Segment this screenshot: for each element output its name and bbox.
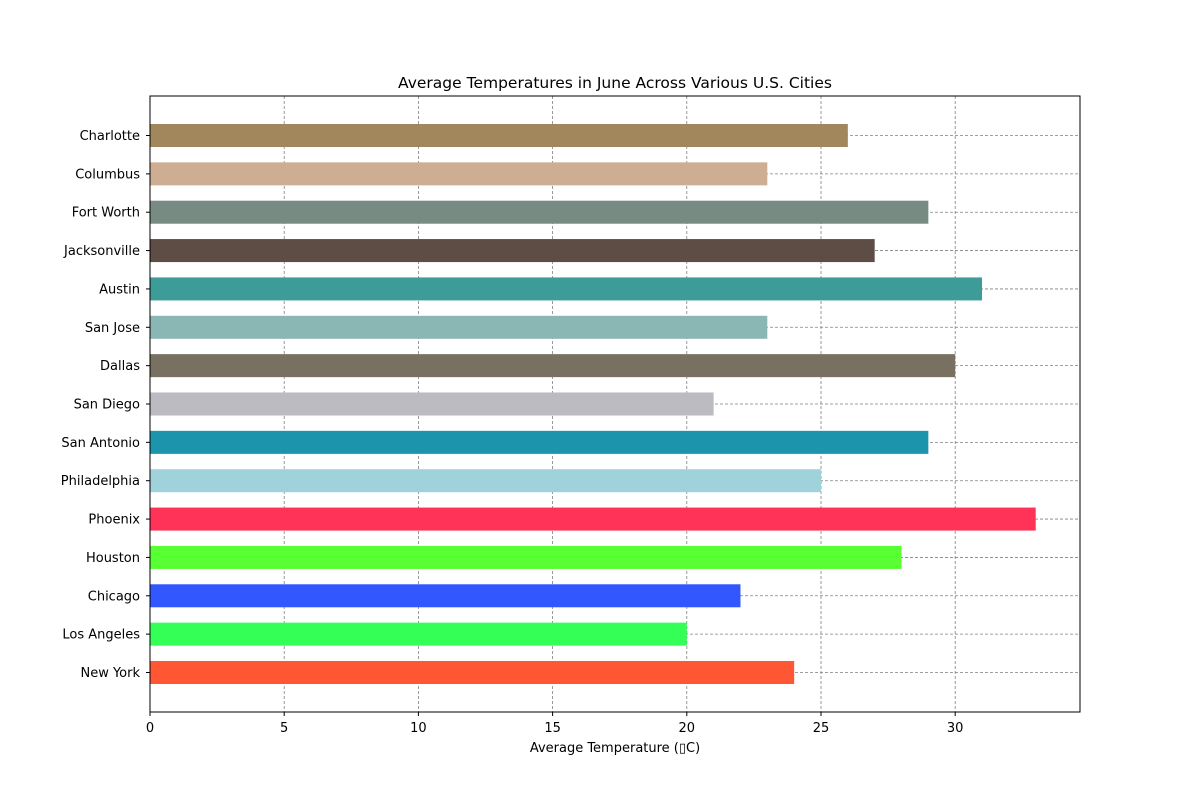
y-tick-label: Dallas	[100, 359, 140, 374]
y-tick-label: New York	[80, 666, 140, 681]
y-axis-ticks: New York Los Angeles Chicago Houston Phoenix…	[61, 129, 150, 681]
y-tick-label: Columbus	[75, 167, 140, 182]
bar-jacksonville	[150, 239, 875, 263]
y-tick-label: Charlotte	[80, 129, 140, 144]
bar-los-angeles	[150, 622, 687, 646]
y-tick-label: Austin	[99, 282, 140, 297]
bar-chicago	[150, 584, 741, 608]
x-axis-label: Average Temperature (▯C)	[530, 741, 700, 756]
x-tick-label: 25	[813, 721, 830, 736]
bar-phoenix	[150, 507, 1036, 531]
y-tick-label: Los Angeles	[62, 628, 140, 643]
y-tick-label: Philadelphia	[61, 474, 140, 489]
bars	[150, 123, 1036, 685]
y-tick-label: Phoenix	[88, 513, 140, 528]
y-tick-label: San Jose	[85, 321, 140, 336]
bar-dallas	[150, 354, 956, 378]
bar-charlotte	[150, 123, 848, 148]
bar-fort-worth	[150, 200, 929, 224]
bar-houston	[150, 545, 902, 569]
bar-san-jose	[150, 315, 768, 339]
y-tick-label: San Antonio	[61, 436, 140, 451]
bar-philadelphia	[150, 469, 821, 493]
bar-columbus	[150, 162, 768, 186]
y-tick-label: San Diego	[74, 398, 140, 413]
x-tick-label: 5	[280, 721, 288, 736]
y-tick-label: Fort Worth	[72, 206, 140, 221]
y-tick-label: Jacksonville	[63, 244, 140, 259]
y-tick-label: Houston	[86, 551, 140, 566]
x-axis-ticks: 0 5 10 15 20 25 30	[146, 712, 964, 736]
x-tick-label: 10	[410, 721, 427, 736]
bar-san-antonio	[150, 430, 929, 454]
x-tick-label: 15	[544, 721, 561, 736]
x-tick-label: 20	[679, 721, 696, 736]
bar-san-diego	[150, 392, 714, 416]
x-tick-label: 0	[146, 721, 154, 736]
y-tick-label: Chicago	[88, 589, 140, 604]
bar-new-york	[150, 660, 795, 685]
bar-austin	[150, 277, 983, 301]
x-tick-label: 30	[947, 721, 964, 736]
chart-title: Average Temperatures in June Across Vari…	[398, 74, 832, 92]
